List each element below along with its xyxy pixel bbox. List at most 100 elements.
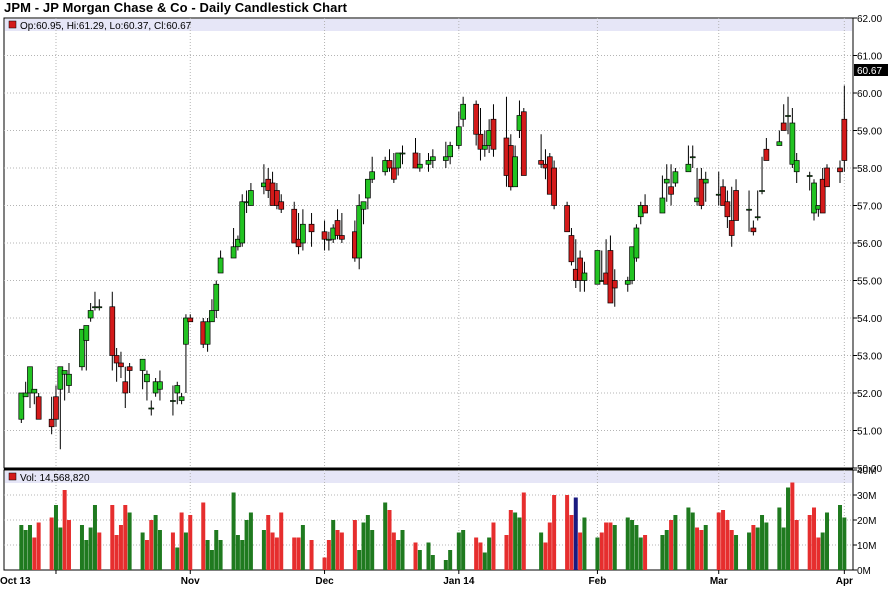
candle-body	[538, 160, 544, 165]
candle-body	[308, 223, 315, 233]
volume-bar	[595, 537, 600, 570]
candle-body	[785, 115, 791, 117]
price-y-tick-label: 50.00	[857, 464, 882, 475]
volume-y-axis: 40M 30M 20M 10M 0M	[853, 466, 876, 577]
price-y-tick-label: 61.00	[857, 52, 882, 63]
volume-bar	[149, 520, 154, 570]
volume-legend-text: Vol: 14,568,820	[20, 473, 90, 484]
candle-body	[564, 205, 570, 233]
candle-body	[248, 190, 254, 206]
volume-bar	[339, 532, 344, 570]
volume-bar	[816, 537, 821, 570]
candle-body	[481, 145, 488, 150]
volume-bar	[547, 522, 552, 570]
volume-bar	[309, 540, 314, 570]
candle-body	[668, 186, 674, 195]
volume-bar	[331, 520, 336, 570]
volume-bar	[231, 492, 236, 570]
candle-body	[689, 156, 696, 159]
x-tick-label: Apr	[836, 576, 853, 587]
candle-body	[750, 227, 757, 233]
volume-bar	[443, 560, 448, 570]
volume-bar	[322, 557, 327, 570]
volume-legend-band	[5, 471, 852, 483]
volume-bar	[634, 525, 639, 570]
volume-bar	[114, 535, 119, 570]
candle-body	[300, 223, 306, 244]
candle-body	[633, 227, 640, 259]
candles	[18, 85, 848, 450]
volume-bar	[201, 502, 206, 570]
x-tick-label: Dec	[315, 576, 334, 587]
volume-bar	[760, 515, 765, 570]
candle-body	[35, 396, 42, 420]
volume-bar	[261, 530, 266, 570]
volume-bar	[430, 555, 435, 570]
price-y-tick-label: 53.00	[857, 352, 882, 363]
volume-bar	[110, 505, 115, 570]
volume-bar	[84, 540, 89, 570]
volume-bar	[729, 530, 734, 570]
candle-body	[183, 317, 189, 345]
volume-bar	[725, 520, 730, 570]
volume-bar	[157, 530, 162, 570]
chart-title: JPM - JP Morgan Chase & Co - Daily Candl…	[4, 0, 348, 15]
volume-bar	[777, 507, 782, 570]
candle-body	[473, 103, 479, 135]
volume-bar	[474, 537, 479, 570]
volume-bar	[842, 517, 847, 570]
volume-bar	[426, 542, 431, 570]
volume-y-tick-label: 40M	[857, 466, 876, 477]
candle-body	[360, 201, 367, 210]
candle-body	[365, 178, 371, 199]
candle-body	[209, 310, 215, 323]
volume-bar	[179, 512, 184, 570]
candle-body	[642, 205, 648, 214]
volume-bar	[352, 520, 357, 570]
volume-bar	[703, 525, 708, 570]
volume-bar	[274, 537, 279, 570]
candle-body	[685, 163, 692, 173]
volume-bar	[625, 517, 630, 570]
candle-body	[789, 122, 796, 165]
volume-bar	[608, 522, 613, 570]
volume-bar	[188, 515, 193, 570]
volume-y-tick-label: 30M	[857, 491, 876, 502]
x-tick-label: Mar	[710, 576, 728, 587]
price-legend-swatch	[8, 20, 17, 29]
candle-body	[577, 257, 583, 281]
last-price-tag-text: 60.67	[857, 66, 882, 77]
price-y-tick-label: 55.00	[857, 277, 882, 288]
candle-body	[793, 160, 800, 173]
candle-body	[321, 231, 328, 240]
volume-bar	[218, 540, 223, 570]
volume-bar	[825, 512, 830, 570]
volume-bar	[604, 522, 609, 570]
volume-bar	[127, 512, 132, 570]
price-y-tick-label: 60.00	[857, 89, 882, 100]
volume-bar	[266, 515, 271, 570]
volume-bar	[300, 525, 305, 570]
price-y-tick-label: 58.00	[857, 164, 882, 175]
volume-bar	[573, 497, 578, 570]
candle-body	[512, 156, 518, 188]
candle-body	[728, 220, 735, 236]
volume-bar	[543, 542, 548, 570]
volume-bar	[673, 515, 678, 570]
candle-body	[79, 328, 85, 368]
candle-body	[57, 366, 64, 390]
candle-body	[239, 201, 246, 244]
price-y-tick-label: 54.00	[857, 314, 882, 325]
x-tick-label: Feb	[589, 576, 607, 587]
volume-bar	[786, 487, 791, 570]
candle-body	[780, 122, 787, 131]
candle-body	[724, 201, 731, 218]
candle-body	[442, 156, 449, 161]
candle-body	[83, 325, 90, 341]
volume-bar	[569, 515, 574, 570]
candle-body	[230, 246, 237, 259]
volume-bar	[244, 520, 249, 570]
volume-bar	[664, 530, 669, 570]
candle-body	[702, 178, 709, 184]
price-legend-band	[5, 19, 852, 31]
